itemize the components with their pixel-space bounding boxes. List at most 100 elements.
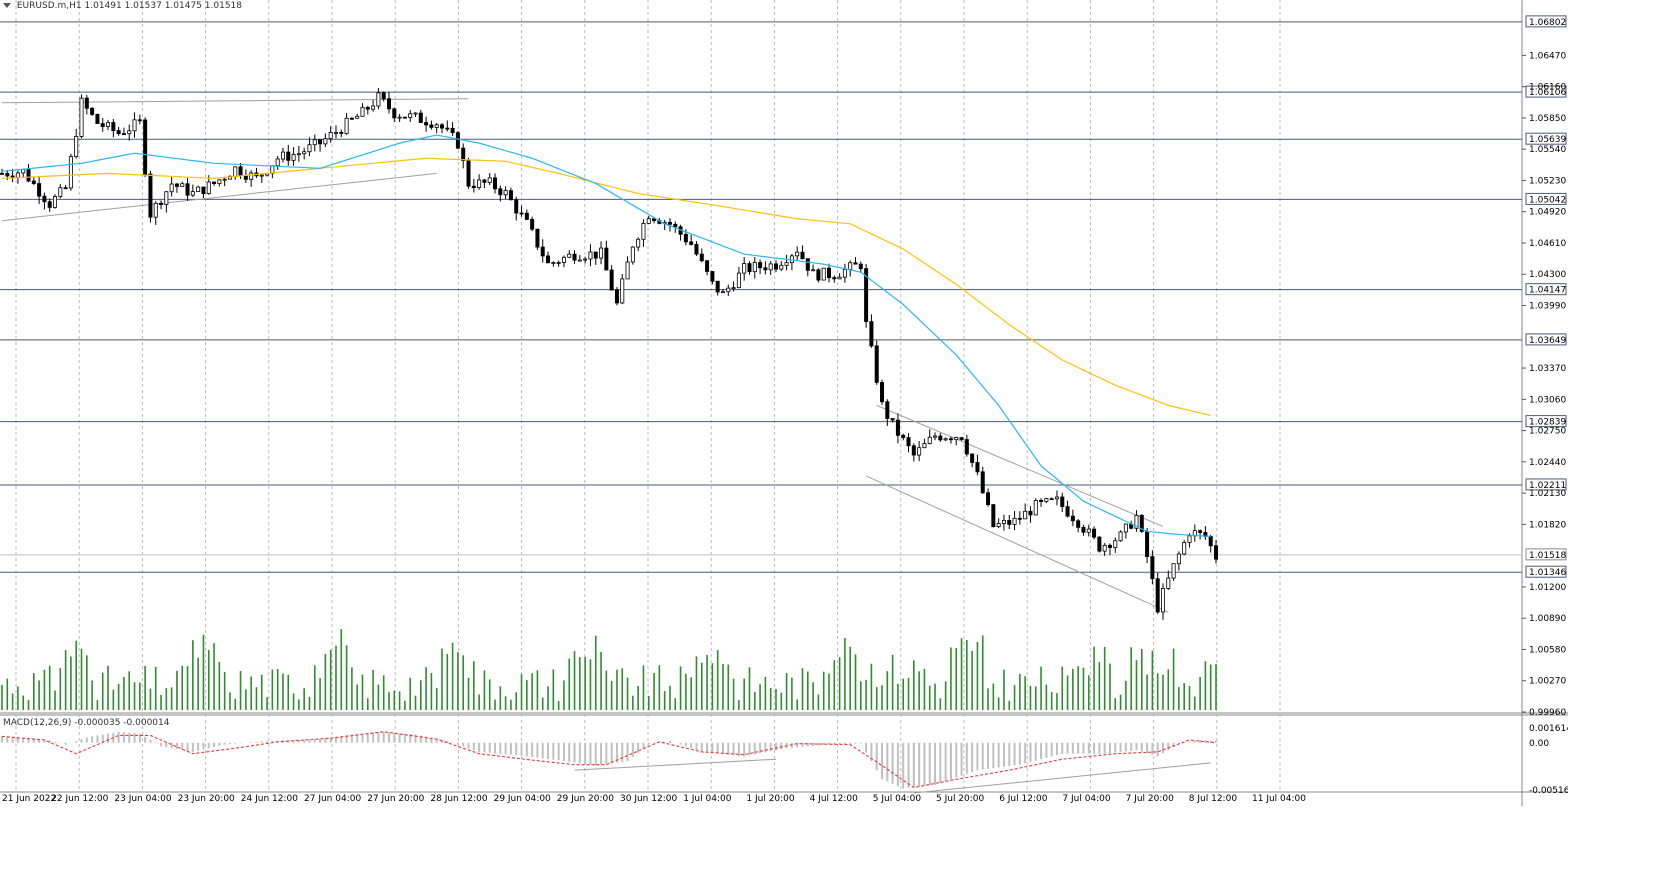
candle-body: [1017, 517, 1022, 520]
candle-body: [609, 269, 614, 291]
dropdown-triangle-icon[interactable]: [3, 3, 11, 8]
time-label: 22 Jun 12:00: [51, 794, 108, 804]
candle-body: [540, 246, 545, 257]
price-tick-label: 1.05230: [1529, 176, 1566, 186]
candle-body: [42, 195, 47, 203]
candle-body: [243, 175, 248, 180]
candle-body: [636, 238, 641, 248]
time-label: 1 Jul 04:00: [683, 794, 732, 804]
ma-fast-line: [1, 134, 1211, 538]
candle-body: [530, 219, 535, 230]
candle-body: [1081, 526, 1086, 533]
candle-body: [1171, 563, 1176, 579]
candle-body: [233, 166, 238, 177]
time-label: 27 Jun 04:00: [304, 794, 361, 804]
price-tick-label: 1.03060: [1529, 395, 1566, 405]
candle-body: [349, 117, 354, 120]
candle-body: [604, 247, 609, 271]
time-label: 29 Jun 20:00: [557, 794, 614, 804]
time-label: 4 Jul 12:00: [810, 794, 859, 804]
candle-body: [752, 262, 757, 273]
candle-body: [975, 462, 980, 473]
price-chart[interactable]: 1.06802 1.06106 1.05639 1.05042 1.04147 1.036…: [0, 0, 1568, 806]
level-label-box: [1525, 192, 1567, 205]
candle-body: [174, 183, 179, 187]
price-tick-label: 1.01200: [1529, 583, 1566, 593]
candle-body: [418, 112, 423, 123]
candle-body: [954, 437, 959, 441]
candle-body: [1023, 510, 1028, 520]
time-label: 21 Jun 2022: [2, 794, 56, 804]
trendline: [865, 475, 1169, 613]
candle-body: [318, 139, 323, 145]
level-label: 1.02839: [1529, 418, 1566, 428]
macd-header: MACD(12,26,9) -0.000035 -0.000014: [3, 718, 169, 728]
level-label: 1.06106: [1529, 88, 1566, 98]
price-tick-label: 1.02130: [1529, 489, 1566, 499]
candle-body: [1107, 544, 1112, 548]
candle-body: [68, 156, 73, 189]
candle-body: [37, 183, 42, 197]
candle-body: [917, 447, 922, 456]
candle-body: [948, 438, 953, 441]
candle-body: [503, 190, 508, 196]
candle-body: [747, 263, 752, 273]
chart-grid: [0, 0, 1568, 806]
candle-body: [768, 263, 773, 271]
candle-body: [938, 435, 943, 441]
macd-name: MACD(12,26,9): [3, 718, 72, 728]
candle-body: [991, 504, 996, 528]
candle-body: [683, 233, 688, 243]
plot-background: [0, 0, 1522, 806]
candle-body: [1134, 514, 1139, 529]
candle-body: [429, 124, 434, 128]
candle-body: [371, 105, 376, 110]
candle-body: [986, 492, 991, 506]
time-label: 29 Jun 04:00: [494, 794, 551, 804]
level-label: 1.05042: [1529, 195, 1566, 205]
candle-body: [911, 445, 916, 456]
horizontal-levels[interactable]: 1.06802 1.06106 1.05639 1.05042 1.04147 1.036…: [0, 15, 1567, 578]
level-label-box: [1525, 283, 1567, 296]
volume-bars: [1, 629, 1217, 710]
candle-body: [312, 139, 317, 146]
candle-body: [249, 172, 254, 180]
candle-body: [413, 112, 418, 115]
candle-body: [291, 154, 296, 161]
candle-body: [137, 119, 142, 122]
candle-body: [106, 122, 111, 127]
high-value: 1.01537: [124, 1, 162, 11]
candle-body: [286, 151, 291, 161]
candle-body: [1182, 541, 1187, 555]
candle-body: [1039, 499, 1044, 502]
candle-body: [1049, 498, 1054, 501]
candle-body: [959, 437, 964, 440]
candle-body: [779, 264, 784, 270]
candle-body: [445, 127, 450, 130]
candle-body: [1139, 514, 1144, 532]
candle-body: [906, 437, 911, 447]
candle-body: [127, 130, 132, 135]
ma-slow-line: [1, 157, 1211, 417]
price-tick-label: 1.02440: [1529, 458, 1566, 468]
candle-body: [816, 269, 821, 281]
time-label: 5 Jul 04:00: [873, 794, 922, 804]
candle-body: [922, 443, 927, 449]
candle-body: [763, 267, 768, 271]
candle-body: [95, 113, 100, 124]
candle-body: [47, 201, 52, 208]
candle-body: [1118, 531, 1123, 542]
macd-tick-label: 0.001614: [1529, 724, 1568, 734]
time-label: 1 Jul 20:00: [746, 794, 795, 804]
candle-body: [1187, 535, 1192, 543]
level-label-box: [1525, 333, 1567, 346]
candle-body: [365, 106, 370, 110]
candle-body: [1198, 530, 1203, 533]
candle-body: [667, 221, 672, 225]
candle-body: [1060, 496, 1065, 507]
candle-body: [461, 147, 466, 161]
candle-body: [726, 287, 731, 293]
candle-body: [1123, 523, 1128, 533]
candle-body: [31, 180, 36, 184]
candle-body: [333, 132, 338, 134]
